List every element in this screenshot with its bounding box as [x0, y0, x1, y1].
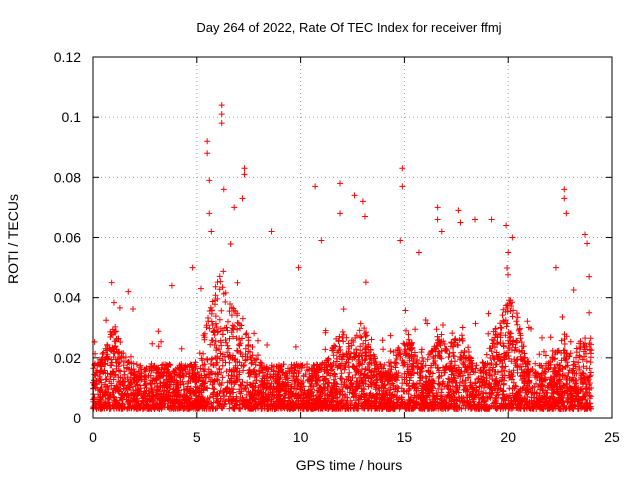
x-tick-label: 10	[293, 429, 309, 445]
roti-point	[204, 138, 211, 145]
y-tick-labels: 0 0.02 0.04 0.06 0.08 0.1 0.12	[54, 49, 81, 426]
roti-point	[268, 228, 275, 235]
roti-point	[503, 222, 510, 229]
roti-point	[457, 219, 464, 226]
data-points	[90, 102, 595, 412]
roti-point	[197, 285, 204, 292]
roti-point	[218, 102, 225, 109]
roti-point	[563, 210, 570, 217]
roti-point	[488, 216, 495, 223]
roti-point	[586, 273, 593, 280]
roti-point	[586, 309, 593, 316]
y-tick-label: 0.06	[54, 230, 81, 246]
roti-point	[218, 111, 225, 118]
roti-point	[318, 237, 325, 244]
x-tick-label: 20	[500, 429, 516, 445]
x-tick-label: 25	[604, 429, 620, 445]
roti-point	[312, 183, 319, 190]
roti-point	[206, 210, 213, 217]
chart-title: Day 264 of 2022, Rate Of TEC Index for r…	[196, 20, 501, 35]
roti-point	[337, 210, 344, 217]
roti-point	[239, 195, 246, 202]
roti-point	[241, 171, 248, 178]
y-tick-label: 0.04	[54, 290, 81, 306]
roti-point	[455, 207, 462, 214]
roti-point	[351, 192, 358, 199]
roti-point	[561, 195, 568, 202]
roti-point	[434, 204, 441, 211]
roti-point	[415, 249, 422, 256]
roti-point	[471, 216, 478, 223]
y-tick-label: 0.12	[54, 49, 81, 65]
y-tick-label: 0.08	[54, 169, 81, 185]
roti-point	[397, 237, 404, 244]
roti-point	[189, 264, 196, 271]
roti-point	[125, 288, 132, 295]
roti-point	[561, 186, 568, 193]
y-tick-label: 0	[73, 410, 81, 426]
y-axis-label: ROTI / TECUs	[5, 194, 21, 284]
roti-point	[206, 177, 213, 184]
roti-point	[220, 186, 227, 193]
roti-point	[361, 213, 368, 220]
roti-point	[434, 216, 441, 223]
roti-point	[552, 264, 559, 271]
y-tick-label: 0.1	[62, 109, 82, 125]
roti-point	[584, 240, 591, 247]
x-axis-label: GPS time / hours	[296, 457, 403, 473]
roti-point	[168, 282, 175, 289]
roti-point	[241, 165, 248, 172]
roti-point	[208, 228, 215, 235]
x-tick-label: 0	[89, 429, 97, 445]
roti-point	[108, 279, 115, 286]
axis-ticks	[92, 56, 613, 419]
roti-point	[231, 204, 238, 211]
roti-point	[399, 165, 406, 172]
x-tick-label: 5	[193, 429, 201, 445]
roti-point	[582, 231, 589, 238]
roti-point	[509, 234, 516, 241]
roti-point	[438, 228, 445, 235]
roti-point	[505, 249, 512, 256]
x-tick-labels: 0 5 10 15 20 25	[89, 429, 620, 445]
roti-point	[204, 150, 211, 157]
roti-point	[359, 198, 366, 205]
x-tick-label: 15	[397, 429, 413, 445]
roti-point	[295, 264, 302, 271]
roti-point	[399, 183, 406, 190]
y-tick-label: 0.02	[54, 350, 81, 366]
roti-point	[337, 180, 344, 187]
roti-point-cloud	[90, 241, 595, 412]
roti-point	[218, 120, 225, 127]
